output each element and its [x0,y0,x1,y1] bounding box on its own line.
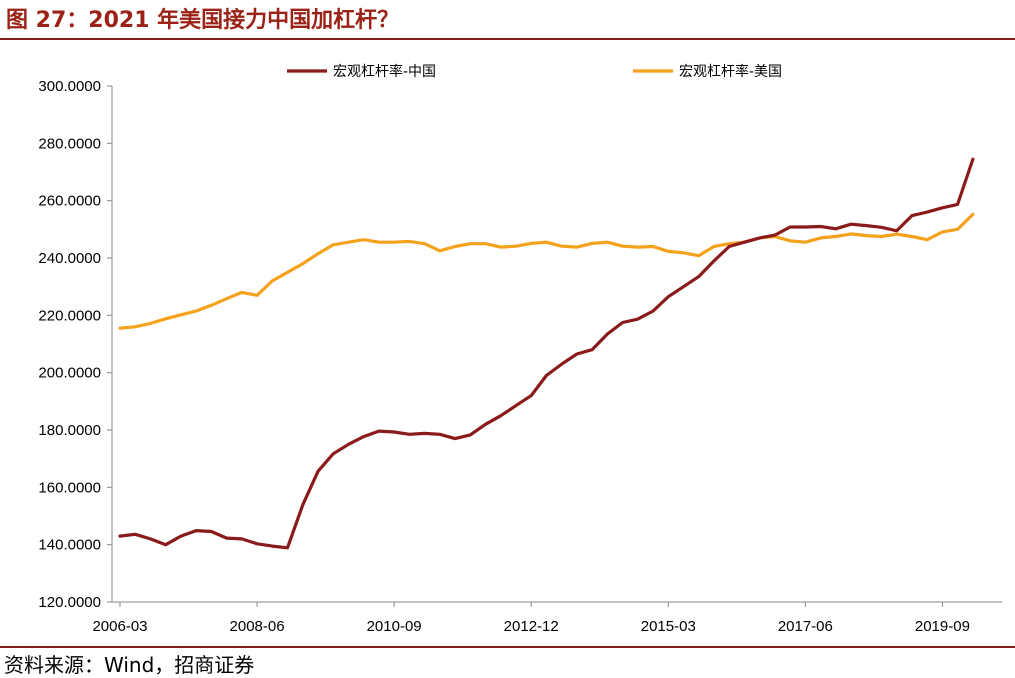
legend-label: 宏观杠杆率-美国 [679,63,782,80]
x-tick-label: 2017-06 [778,618,833,635]
x-tick-label: 2012-12 [504,618,559,635]
legend-label: 宏观杠杆率-中国 [333,63,436,80]
title-rule [0,38,1015,40]
y-tick-label: 200.0000 [38,365,101,382]
y-tick-label: 260.0000 [38,193,101,210]
x-tick-label: 2019-09 [915,618,970,635]
figure-title: 图 27：2021 年美国接力中国加杠杆？ [6,8,400,33]
x-tick-label: 2008-06 [230,618,285,635]
y-tick-label: 140.0000 [38,537,101,554]
series-line-china [118,157,975,550]
x-tick-label: 2006-03 [92,618,147,635]
legend-item-us: 宏观杠杆率-美国 [633,63,782,80]
legend-item-china: 宏观杠杆率-中国 [287,63,436,80]
series-line-us [118,212,975,330]
y-tick-label: 120.0000 [38,594,101,611]
source-rule [0,646,1015,648]
y-tick-label: 160.0000 [38,479,101,496]
y-tick-label: 300.0000 [38,78,101,95]
x-tick-label: 2010-09 [367,618,422,635]
chart-series [118,157,975,550]
y-tick-label: 220.0000 [38,307,101,324]
chart-legend: 宏观杠杆率-中国 宏观杠杆率-美国 [287,63,782,80]
x-tick-label: 2015-03 [641,618,696,635]
y-tick-label: 280.0000 [38,135,101,152]
chart-axes: 120.0000 140.0000 160.0000 180.0000 200.0000… [38,78,1002,635]
source-note: 资料来源：Wind，招商证券 [4,653,255,677]
y-tick-label: 180.0000 [38,422,101,439]
y-tick-label: 240.0000 [38,250,101,267]
